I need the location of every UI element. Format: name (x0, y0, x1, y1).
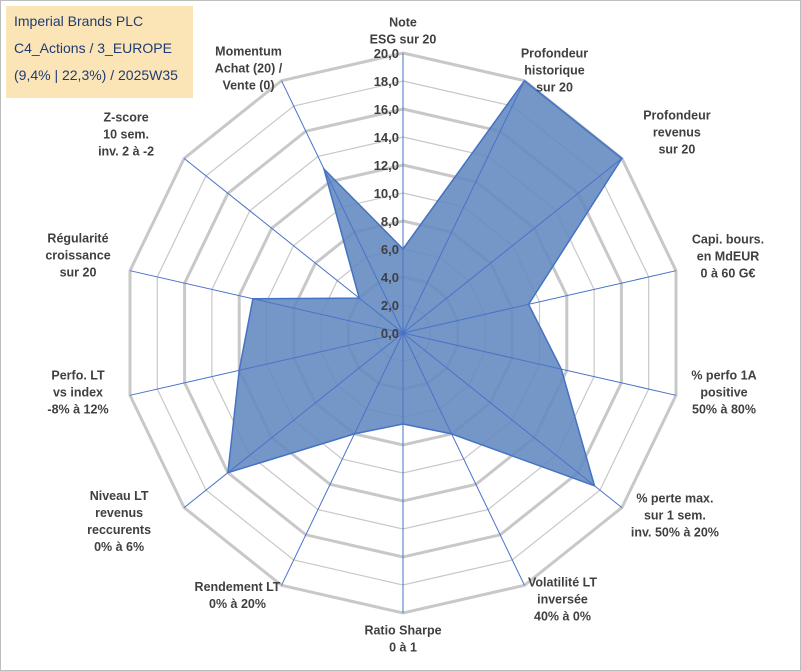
axis-label: 0% à 6% (94, 540, 144, 554)
axis-label: Ratio Sharpe (364, 624, 441, 638)
axis-label: Momentum (215, 45, 282, 59)
axis-label: -8% à 12% (47, 402, 108, 416)
axis-label: Profondeur (643, 108, 710, 122)
axis-label: 0% à 20% (209, 597, 266, 611)
axis-label: Capi. bours. (692, 233, 764, 247)
title-period: (9,4% | 22,3%) / 2025W35 (14, 67, 178, 83)
title-box: Imperial Brands PLC C4_Actions / 3_EUROP… (6, 6, 193, 98)
axis-label: revenus (653, 125, 701, 139)
axis-label: historique (524, 64, 584, 78)
title-company: Imperial Brands PLC (14, 13, 144, 29)
axis-label: positive (700, 385, 747, 399)
tick-label: 2,0 (381, 298, 399, 313)
tick-label: 18,0 (374, 74, 399, 89)
axis-spoke (129, 332, 404, 396)
axis-label: sur 20 (60, 266, 97, 280)
axis-label: Vente (0) (222, 79, 274, 93)
axis-label: revenus (95, 506, 143, 520)
axis-label: 0 à 1 (389, 641, 417, 655)
axis-label: Note (389, 16, 417, 30)
axis-label: sur 20 (658, 142, 695, 156)
axis-label: en MdEUR (697, 250, 760, 264)
radar-tick-labels: 0,0 2,0 4,0 6,0 8,0 10,0 12,0 14,0 16,0 18,0 20,0 (374, 46, 399, 341)
tick-label: 14,0 (374, 130, 399, 145)
axis-label: Achat (20) / (215, 62, 283, 76)
tick-label: 6,0 (381, 242, 399, 257)
tick-label: 10,0 (374, 186, 399, 201)
tick-label: 12,0 (374, 158, 399, 173)
radar-axis-labels: Note ESG sur 20 Profondeur historique sur 20… (45, 16, 764, 655)
axis-spoke (281, 332, 404, 586)
axis-label: 10 sem. (103, 127, 149, 141)
tick-label: 0,0 (381, 326, 399, 341)
axis-spoke (402, 270, 677, 334)
axis-label: % perte max. (636, 492, 713, 506)
axis-spoke (281, 80, 404, 334)
axis-spoke (402, 158, 623, 334)
axis-label: % perfo 1A (691, 368, 756, 382)
axis-spoke (402, 80, 525, 334)
axis-label: Perfo. LT (51, 368, 105, 382)
axis-label: vs index (53, 385, 103, 399)
radar-spokes (129, 53, 677, 613)
axis-spoke (183, 158, 404, 334)
tick-label: 4,0 (381, 270, 399, 285)
axis-label: Niveau LT (90, 489, 149, 503)
axis-spoke (402, 332, 677, 396)
axis-label: inv. 2 à -2 (98, 144, 154, 158)
axis-label: 0 à 60 G€ (701, 267, 756, 281)
axis-label: 50% à 80% (692, 402, 756, 416)
axis-label: sur 20 (536, 81, 573, 95)
axis-spoke (183, 332, 404, 508)
axis-label: Rendement LT (195, 580, 281, 594)
axis-spoke (402, 332, 525, 586)
axis-spoke (129, 270, 404, 334)
tick-label: 8,0 (381, 214, 399, 229)
axis-label: ESG sur 20 (370, 33, 437, 47)
axis-label: inv. 50% à 20% (631, 526, 719, 540)
axis-label: croissance (45, 249, 110, 263)
axis-label: Volatilité LT (528, 575, 597, 589)
tick-label: 16,0 (374, 102, 399, 117)
axis-label: inversée (537, 592, 588, 606)
axis-label: Régularité (47, 232, 108, 246)
axis-label: Profondeur (521, 47, 588, 61)
tick-label: 20,0 (374, 46, 399, 61)
axis-label: reccurents (87, 523, 151, 537)
title-category: C4_Actions / 3_EUROPE (14, 40, 172, 56)
axis-spoke (402, 332, 623, 508)
axis-label: 40% à 0% (534, 609, 591, 623)
axis-label: Z-score (104, 110, 149, 124)
axis-label: sur 1 sem. (644, 509, 706, 523)
